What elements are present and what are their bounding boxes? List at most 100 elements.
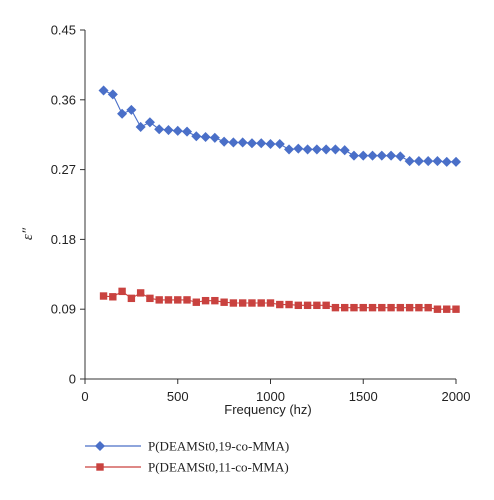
data-point (331, 303, 340, 312)
data-point (136, 289, 145, 297)
data-point (127, 294, 136, 303)
data-point (276, 300, 284, 309)
data-point (432, 156, 443, 167)
data-point (163, 125, 174, 136)
x-tick-label: 1500 (349, 389, 378, 404)
y-tick-label: 0.18 (51, 232, 76, 247)
data-point (274, 138, 285, 150)
data-point (192, 298, 200, 306)
data-point (256, 138, 267, 149)
data-point (200, 132, 211, 143)
data-point (98, 85, 109, 96)
data-point (405, 303, 414, 312)
x-tick-label: 2000 (442, 389, 471, 404)
data-point (415, 303, 423, 312)
data-point (387, 303, 395, 312)
data-point (172, 125, 183, 136)
data-point (284, 144, 295, 155)
data-point (424, 303, 432, 312)
data-point (396, 303, 405, 312)
data-point (404, 156, 415, 167)
x-tick-label: 0 (81, 389, 88, 404)
data-point (146, 294, 154, 303)
data-point (348, 150, 359, 161)
data-point (201, 296, 210, 305)
data-point (330, 144, 341, 155)
y-ticks: 0 0.09 0.18 0.27 0.36 0.45 (51, 23, 85, 387)
series-line (103, 89, 456, 163)
data-point (248, 299, 256, 307)
data-point (183, 296, 191, 304)
data-point (126, 104, 137, 115)
data-point (395, 151, 406, 162)
data-point (313, 301, 321, 310)
data-point (164, 296, 173, 304)
data-point (191, 131, 202, 142)
data-point (452, 305, 460, 313)
data-point (237, 137, 248, 148)
x-ticks: 0 500 1000 1500 2000 (81, 379, 470, 404)
data-point (154, 124, 165, 135)
data-point (293, 143, 304, 154)
data-point (341, 303, 349, 312)
data-point (378, 303, 386, 312)
data-point (303, 301, 312, 310)
legend-swatch-marker (96, 463, 104, 471)
data-point (350, 303, 358, 312)
series-2 (99, 287, 460, 313)
legend-item-2: P(DEAMSt0,11-co-MMA) (85, 460, 289, 475)
data-point (441, 156, 452, 167)
data-point (358, 150, 369, 161)
y-tick-label: 0.45 (51, 23, 76, 38)
data-point (367, 150, 378, 161)
data-point (321, 144, 332, 155)
data-point (211, 296, 219, 305)
series-1 (98, 85, 462, 167)
data-point (174, 296, 182, 304)
data-point (339, 145, 350, 156)
data-point (443, 305, 451, 313)
data-point (107, 89, 118, 100)
data-point (423, 156, 434, 167)
data-point (413, 156, 424, 167)
data-point (209, 132, 220, 143)
x-tick-label: 1000 (256, 389, 285, 404)
data-point (155, 296, 163, 304)
data-point (229, 299, 238, 307)
legend-label: P(DEAMSt0,11-co-MMA) (148, 460, 289, 475)
data-point (219, 136, 230, 147)
data-point (238, 299, 247, 307)
x-tick-label: 500 (167, 389, 189, 404)
y-tick-label: 0.09 (51, 302, 76, 317)
data-point (285, 300, 293, 309)
data-point (109, 293, 117, 301)
legend: P(DEAMSt0,19-co-MMA) P(DEAMSt0,11-co-MMA) (85, 439, 289, 475)
y-tick-label: 0 (69, 372, 76, 387)
data-point (368, 303, 377, 312)
data-point (228, 137, 239, 148)
data-point (118, 287, 126, 296)
data-point (135, 121, 146, 132)
axes (84, 30, 456, 380)
data-point (266, 299, 275, 307)
series-layer (98, 85, 462, 313)
y-axis-label: ε″ (20, 227, 36, 240)
data-point (322, 301, 330, 310)
data-point (386, 150, 397, 161)
data-point (182, 126, 193, 137)
data-point (376, 150, 387, 161)
data-point (433, 305, 442, 313)
data-point (294, 301, 303, 310)
data-point (99, 292, 108, 300)
data-point (450, 156, 462, 167)
x-axis-label: Frequency (hz) (224, 402, 311, 417)
legend-item-1: P(DEAMSt0,19-co-MMA) (85, 439, 289, 454)
y-tick-label: 0.36 (51, 92, 76, 107)
data-point (311, 144, 322, 155)
legend-label: P(DEAMSt0,19-co-MMA) (148, 439, 289, 454)
data-point (302, 144, 313, 155)
data-point (144, 117, 155, 128)
data-point (265, 138, 276, 150)
data-point (246, 138, 257, 149)
